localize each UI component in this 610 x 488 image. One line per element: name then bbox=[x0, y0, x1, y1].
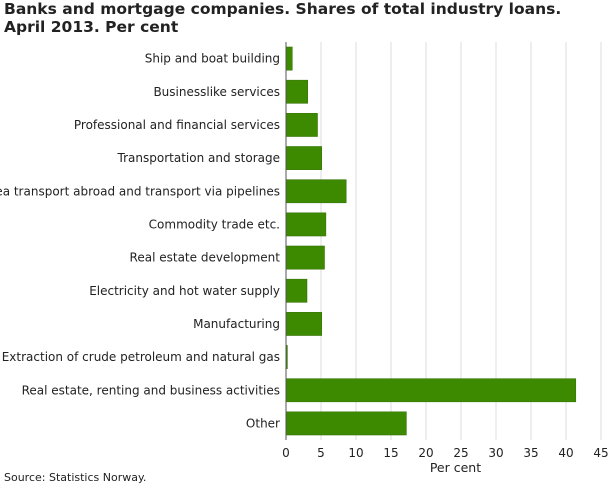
bar bbox=[285, 278, 308, 303]
category-label: Real estate, renting and business activi… bbox=[22, 383, 280, 397]
bar bbox=[285, 46, 293, 71]
category-label: Sea transport abroad and transport via p… bbox=[0, 184, 280, 198]
x-tick-label: 25 bbox=[453, 446, 468, 460]
bar bbox=[285, 146, 322, 170]
bar bbox=[285, 312, 322, 336]
category-label: Professional and financial services bbox=[74, 118, 280, 132]
category-label: Businesslike services bbox=[153, 85, 280, 99]
grid-lines bbox=[285, 42, 602, 440]
x-tick-label: 40 bbox=[558, 446, 573, 460]
bar bbox=[285, 79, 308, 104]
category-label: Commodity trade etc. bbox=[149, 217, 280, 231]
x-tick-label: 45 bbox=[593, 446, 608, 460]
x-tick-label: 5 bbox=[317, 446, 325, 460]
bar bbox=[285, 212, 327, 237]
x-tick-label: 15 bbox=[383, 446, 398, 460]
x-tick-label: 30 bbox=[488, 446, 503, 460]
x-tick-label: 0 bbox=[282, 446, 290, 460]
bar bbox=[285, 245, 325, 270]
x-tick-label: 10 bbox=[348, 446, 363, 460]
category-label: Ship and boat building bbox=[145, 52, 280, 66]
category-label: Electricity and hot water supply bbox=[89, 284, 280, 298]
bar bbox=[285, 378, 577, 403]
category-label: Real estate development bbox=[130, 251, 281, 265]
x-tick-label: 20 bbox=[418, 446, 433, 460]
category-label: Extraction of crude petroleum and natura… bbox=[2, 350, 280, 364]
bar bbox=[285, 411, 407, 436]
bar bbox=[285, 179, 347, 204]
x-tick-labels: 0 5 10 15 20 25 30 35 40 45 bbox=[282, 446, 608, 460]
x-axis-title: Per cent bbox=[430, 460, 481, 475]
source-note: Source: Statistics Norway. bbox=[4, 471, 147, 484]
x-tick-label: 35 bbox=[523, 446, 538, 460]
category-label: Other bbox=[246, 416, 280, 430]
bars bbox=[285, 46, 577, 436]
category-label: Transportation and storage bbox=[117, 151, 280, 165]
category-labels: Ship and boat building Businesslike servi… bbox=[0, 52, 280, 431]
category-label: Manufacturing bbox=[193, 317, 280, 331]
bar bbox=[285, 113, 318, 137]
chart-title: Banks and mortgage companies. Shares of … bbox=[4, 0, 562, 36]
